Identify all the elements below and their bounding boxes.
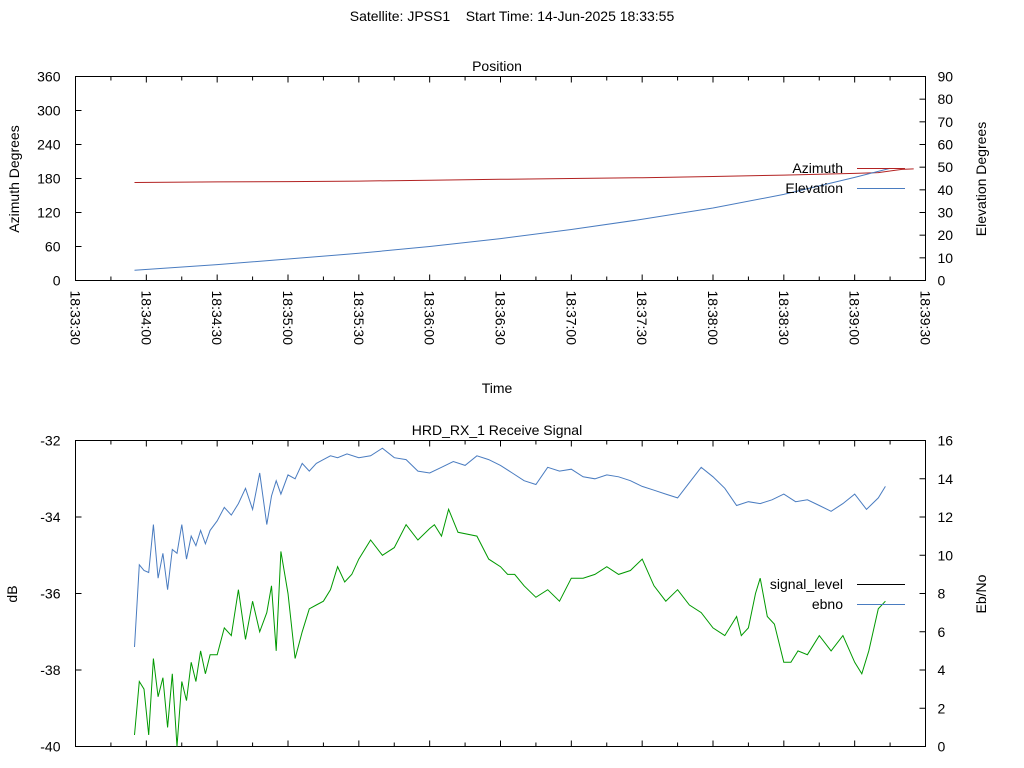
position-ytick-label: 240 bbox=[37, 137, 61, 153]
signal-chart-title: HRD_RX_1 Receive Signal bbox=[412, 422, 582, 438]
position-xtick-label: 18:34:30 bbox=[209, 291, 225, 346]
position-xtick-label: 18:35:00 bbox=[280, 291, 296, 346]
series-ebno-line bbox=[134, 447, 886, 648]
position-y2tick-label: 0 bbox=[938, 273, 946, 289]
position-ytick-label: 360 bbox=[37, 69, 61, 85]
position-ytick-label: 300 bbox=[37, 103, 61, 119]
position-xtick-label: 18:37:30 bbox=[634, 291, 650, 346]
signal-ytick-label: -36 bbox=[40, 586, 60, 602]
signal-plot-frame bbox=[75, 440, 926, 747]
signal-y2tick-label: 14 bbox=[938, 471, 954, 487]
position-y2tick-label: 70 bbox=[938, 114, 954, 130]
signal-ytick-label: -34 bbox=[40, 509, 60, 525]
signal-chart: HRD_RX_1 Receive Signal -40 -38 -36 -34 -32 0… bbox=[4, 422, 989, 755]
signal-y2tick-label: 2 bbox=[938, 700, 946, 716]
signal-y2tick-label: 0 bbox=[938, 739, 946, 755]
signal-tick-labels: -40 -38 -36 -34 -32 0 2 4 6 8 10 12 14 16 bbox=[40, 433, 953, 755]
position-xtick-label: 18:38:30 bbox=[776, 291, 792, 346]
signal-tick-marks bbox=[75, 440, 926, 747]
satellite-label: Satellite: JPSS1 bbox=[349, 8, 451, 24]
series-signal-level-line bbox=[134, 507, 886, 747]
signal-y2tick-label: 4 bbox=[938, 662, 946, 678]
legend-ebno-label: ebno bbox=[812, 596, 843, 612]
position-tick-marks bbox=[75, 76, 926, 281]
position-xtick-label: 18:39:30 bbox=[918, 291, 934, 346]
position-ytick-label: 0 bbox=[53, 273, 61, 289]
position-ylabel: Azimuth Degrees bbox=[6, 125, 22, 232]
position-xtick-label: 18:34:00 bbox=[138, 291, 154, 346]
position-xtick-label: 18:38:00 bbox=[705, 291, 721, 346]
signal-y2tick-label: 12 bbox=[938, 509, 954, 525]
position-plot-frame bbox=[75, 76, 926, 281]
position-xtick-label: 18:37:00 bbox=[563, 291, 579, 346]
signal-series bbox=[134, 447, 886, 747]
position-y2tick-label: 30 bbox=[938, 205, 954, 221]
position-legend: Azimuth Elevation bbox=[785, 160, 905, 196]
page-title: Satellite: JPSS1 Start Time: 14-Jun-2025… bbox=[0, 8, 1024, 24]
legend-elevation-label: Elevation bbox=[785, 180, 843, 196]
position-xtick-label: 18:39:00 bbox=[847, 291, 863, 346]
position-xtick-label: 18:33:30 bbox=[68, 291, 84, 346]
signal-ytick-label: -38 bbox=[40, 662, 60, 678]
position-xtick-label: 18:36:30 bbox=[493, 291, 509, 346]
signal-y2tick-label: 6 bbox=[938, 624, 946, 640]
signal-y2label: Eb/No bbox=[973, 574, 989, 613]
position-y2tick-label: 40 bbox=[938, 182, 954, 198]
position-y2tick-label: 20 bbox=[938, 227, 954, 243]
start-time-label: Start Time: 14-Jun-2025 18:33:55 bbox=[465, 8, 675, 24]
legend-azimuth-label: Azimuth bbox=[792, 160, 843, 176]
position-xtick-label: 18:36:00 bbox=[422, 291, 438, 346]
signal-ylabel: dB bbox=[4, 585, 20, 602]
signal-y2tick-label: 8 bbox=[938, 586, 946, 602]
signal-legend: signal_level ebno bbox=[770, 576, 905, 612]
position-ytick-label: 120 bbox=[37, 205, 61, 221]
position-tick-labels: 0 60 120 180 240 300 360 0 10 20 30 40 50 60 70 80 90 18:… bbox=[37, 69, 953, 346]
position-y2tick-label: 80 bbox=[938, 91, 954, 107]
position-chart: Position 0 60 120 180 240 300 360 0 10 20 30 40 50 60… bbox=[6, 58, 989, 396]
series-elevation-line bbox=[134, 167, 891, 271]
position-y2label: Elevation Degrees bbox=[973, 122, 989, 236]
position-chart-title: Position bbox=[472, 58, 522, 74]
position-y2tick-label: 90 bbox=[938, 69, 954, 85]
signal-ytick-label: -32 bbox=[40, 433, 60, 449]
signal-y2tick-label: 10 bbox=[938, 547, 954, 563]
legend-signal-level-label: signal_level bbox=[770, 576, 843, 592]
position-ytick-label: 180 bbox=[37, 171, 61, 187]
position-y2tick-label: 60 bbox=[938, 137, 954, 153]
position-xtick-label: 18:35:30 bbox=[351, 291, 367, 346]
position-y2tick-label: 50 bbox=[938, 159, 954, 175]
position-series bbox=[134, 167, 914, 271]
position-y2tick-label: 10 bbox=[938, 250, 954, 266]
position-ytick-label: 60 bbox=[45, 239, 61, 255]
signal-y2tick-label: 16 bbox=[938, 433, 954, 449]
signal-ytick-label: -40 bbox=[40, 739, 60, 755]
position-xlabel: Time bbox=[482, 380, 513, 396]
